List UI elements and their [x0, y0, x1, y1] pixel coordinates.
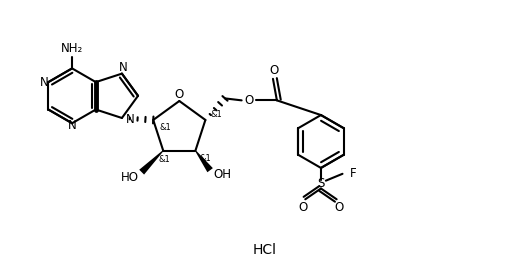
Text: HCl: HCl [253, 243, 277, 256]
Text: O: O [334, 201, 343, 214]
Text: N: N [119, 61, 127, 74]
Text: O: O [245, 94, 254, 107]
Text: F: F [350, 167, 357, 180]
Text: OH: OH [214, 168, 232, 181]
Text: &1: &1 [158, 155, 170, 164]
Text: &1: &1 [199, 154, 211, 163]
Text: O: O [299, 201, 308, 214]
Polygon shape [139, 150, 164, 174]
Text: &1: &1 [159, 123, 171, 132]
Text: O: O [269, 65, 279, 77]
Text: S: S [317, 177, 325, 190]
Polygon shape [195, 150, 213, 172]
Text: NH₂: NH₂ [61, 42, 83, 55]
Text: O: O [175, 88, 184, 101]
Text: N: N [126, 113, 135, 126]
Text: N: N [40, 76, 49, 89]
Text: N: N [68, 119, 76, 132]
Text: &1: &1 [210, 110, 222, 118]
Text: HO: HO [121, 170, 139, 184]
